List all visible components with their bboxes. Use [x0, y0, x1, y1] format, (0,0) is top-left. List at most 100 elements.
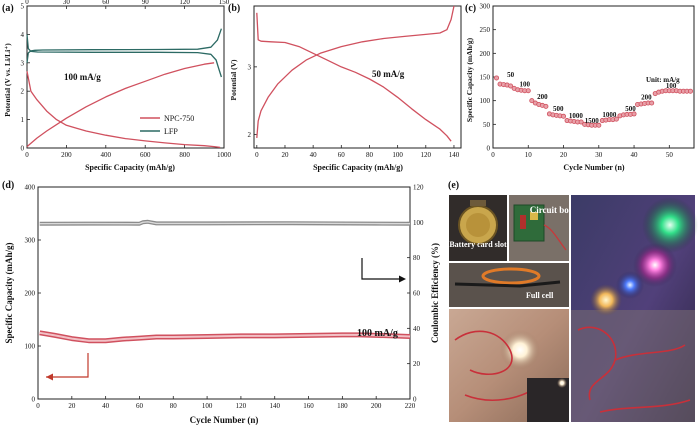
panel-c-y-tick-label: 100	[480, 97, 491, 105]
panel-d-y-tick-label: 400	[25, 184, 36, 192]
rate-point-1000	[613, 116, 619, 122]
efficiency-arrow-head	[399, 275, 406, 283]
panel-d-x-tick-label: 220	[405, 402, 416, 410]
rate-point-50	[494, 75, 500, 81]
panel-a-x-tick-label: 200	[61, 151, 72, 159]
panel-a-y-tick-label: 0	[21, 145, 25, 153]
blue-led-glow	[616, 271, 644, 299]
panel-b-x-axis-title: Specific Capacity (mAh/g)	[313, 163, 403, 172]
panel-c-y-tick-label: 0	[487, 145, 491, 153]
daylight-wire-1	[454, 330, 513, 375]
panel-b-rate-annotation: 50 mA/g	[372, 69, 405, 79]
panel-c-y-axis-title: Specific Capacity (mAh/g)	[465, 37, 474, 122]
battery-slot-caption: Battery card slot	[449, 240, 507, 249]
rate-point-500	[631, 111, 637, 117]
panel-b-frame	[253, 5, 462, 149]
pink-led-glow	[633, 243, 677, 287]
panel-a-x-tick-label: 800	[179, 151, 190, 159]
panel-b: (b) 0 20 40 60 80 100 120 140 23 50 mA/g Specif…	[228, 3, 462, 172]
panel-c-points	[494, 75, 693, 128]
rate-label: 500	[625, 105, 636, 113]
rate-label: 1500	[585, 117, 600, 125]
photo-led-dark	[571, 195, 698, 422]
panel-a-legend: NPC-750 LFP	[140, 114, 194, 136]
rate-point-50	[508, 83, 514, 89]
rate-point-1500	[596, 122, 602, 128]
legend-lfp-label: LFP	[164, 127, 178, 136]
panel-d-y-tick-label: 300	[25, 237, 36, 245]
panel-d-line-core-left	[39, 331, 411, 342]
panel-c-x-tick-label: 20	[560, 151, 568, 159]
circuit-board-caption: Circuit board	[530, 205, 583, 215]
panel-b-x-tick-label: 0	[255, 151, 259, 159]
panel-a-x-tick-label: 1000	[217, 151, 232, 159]
fullcell-caption: Full cell	[526, 291, 554, 300]
capacity-axis-arrow	[46, 353, 89, 378]
panel-b-x-tick-label: 40	[310, 151, 318, 159]
panel-d-x-tick-label: 140	[269, 402, 280, 410]
dark-wire-3	[599, 399, 691, 413]
panel-c-unit-note: Unit: mA/g	[646, 76, 680, 84]
fullcell-tweezers	[454, 280, 561, 288]
panel-d-x-tick-label: 100	[202, 402, 213, 410]
panel-c-x-tick-label: 40	[631, 151, 639, 159]
panel-c-x-tick-label: 50	[666, 151, 674, 159]
panel-a-y-ticks: 0 1 2 3 4 5	[21, 3, 30, 153]
panel-a-top-tick-label: 0	[25, 0, 29, 6]
panel-a-line-lfp-charge	[26, 28, 223, 63]
rate-label: 1000	[569, 112, 584, 120]
panel-d-y2-tick-label: 60	[413, 290, 421, 298]
rate-label: 200	[641, 94, 652, 102]
panel-c-x-ticks: 0 10 20 30 40 50	[491, 145, 673, 159]
panel-b-y-tick-label: 2	[248, 131, 252, 139]
panel-b-y-tick-label: 3	[248, 63, 252, 71]
panel-d-x-tick-label: 0	[36, 402, 40, 410]
panel-a-y-tick-label: 1	[21, 116, 25, 124]
panel-c-y-tick-label: 300	[480, 3, 491, 11]
panel-c-x-tick-label: 30	[595, 151, 603, 159]
panel-a-x-tick-label: 600	[140, 151, 151, 159]
panel-a-x-tick-label: 400	[101, 151, 112, 159]
rate-point-200	[649, 100, 655, 106]
panel-c-x-tick-label: 10	[525, 151, 533, 159]
panel-d-x-tick-label: 180	[337, 402, 348, 410]
panel-d-line-core-right	[39, 221, 411, 225]
panel-b-label: (b)	[228, 3, 240, 14]
panel-d-y-tick-label: 200	[25, 290, 36, 298]
panel-d-y2-tick-label: 40	[413, 325, 421, 333]
panel-d-rate-annotation: 100 mA/g	[357, 328, 398, 339]
panel-b-y-ticks: 23	[248, 63, 257, 139]
daylight-led-glow	[500, 330, 540, 370]
photo-full-cell: Full cell	[449, 263, 569, 307]
panel-b-x-tick-label: 120	[421, 151, 432, 159]
panel-d-y2-tick-label: 120	[413, 184, 424, 192]
photo-circuit-board: Circuit board	[509, 195, 582, 261]
panel-a-x-tick-label: 0	[25, 151, 29, 159]
panel-d-axis-arrows	[46, 258, 406, 381]
panel-d-x-axis-title: Cycle Number (n)	[190, 415, 259, 425]
panel-b-line-discharge	[256, 12, 452, 142]
panel-d-x-tick-label: 200	[371, 402, 382, 410]
rate-label: 100	[519, 80, 530, 88]
panel-a-top-tick-label: 60	[102, 0, 110, 6]
panel-d-y-ticks: 0 100 200 300 400	[25, 184, 41, 404]
panel-a-top-tick-label: 120	[179, 0, 190, 6]
panel-a-y-tick-label: 3	[21, 59, 25, 67]
rate-point-200	[543, 103, 549, 109]
panel-d-y2-tick-label: 80	[413, 254, 421, 262]
panel-b-series	[256, 5, 455, 142]
panel-b-x-tick-label: 100	[392, 151, 403, 159]
panel-a-line-lfp-discharge	[26, 34, 223, 78]
efficiency-axis-arrow	[361, 258, 402, 280]
panel-a-line-npc-750-discharge	[26, 71, 221, 149]
panel-d-x-ticks: 0 20 40 60 80 100 120 140 160 180 200 220	[36, 396, 416, 410]
rate-label: 100	[666, 82, 677, 90]
panel-a-y-tick-label: 5	[21, 3, 25, 11]
panel-b-y-axis-title: Potential (V)	[229, 59, 238, 101]
panel-a-frame	[26, 5, 225, 149]
rate-point-200	[529, 98, 535, 104]
panel-d-y2-tick-label: 100	[413, 219, 424, 227]
rate-point-1000	[578, 119, 584, 125]
rate-label: 200	[537, 93, 548, 101]
